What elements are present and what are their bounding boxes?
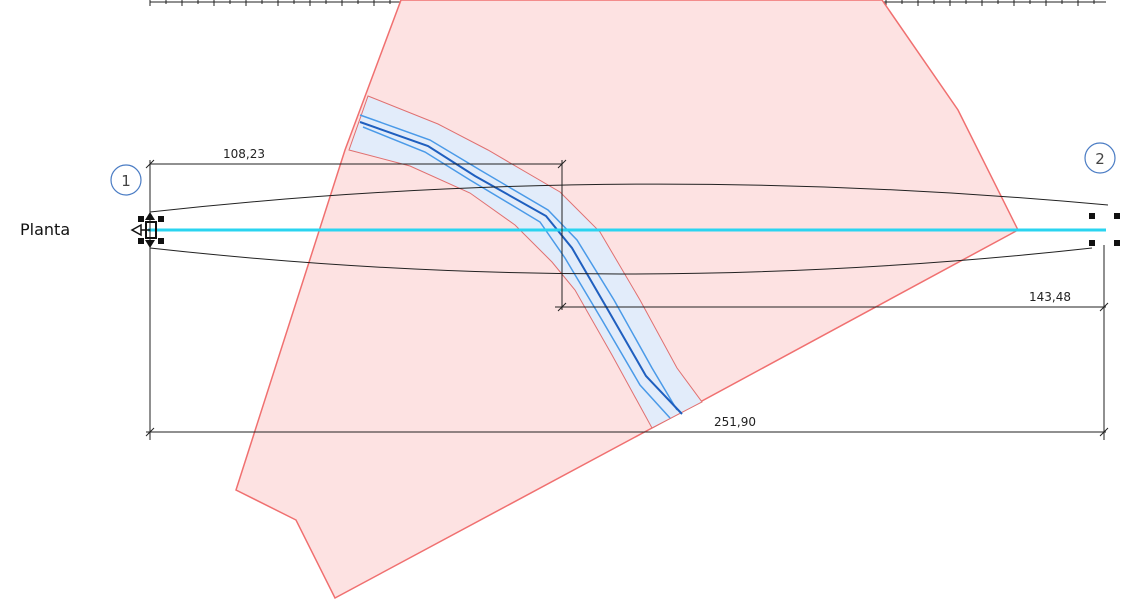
support-left-icon[interactable] [130,212,164,248]
gridline-marker-1[interactable]: 1 [110,164,142,196]
dimension-251: 251,90 [145,415,1109,437]
beam-curve-top [149,183,1109,213]
dimension-label-143: 143,48 [1029,290,1071,304]
dimension-label-251: 251,90 [714,415,756,429]
road-band [348,95,703,429]
dimension-143: 143,48 [555,245,1109,440]
road-centerline [359,121,683,415]
gridline-marker-2[interactable]: 2 [1084,142,1116,174]
gridline-label-1: 1 [121,172,131,190]
gridline-label-2: 2 [1095,150,1105,168]
road-edge-right [362,126,671,419]
dimension-108: 108,23 [145,147,567,440]
support-right-icon[interactable] [1089,213,1120,246]
dimension-label-108: 108,23 [223,147,265,161]
beam-curve-bottom [149,247,1093,275]
view-label: Planta [20,220,70,239]
